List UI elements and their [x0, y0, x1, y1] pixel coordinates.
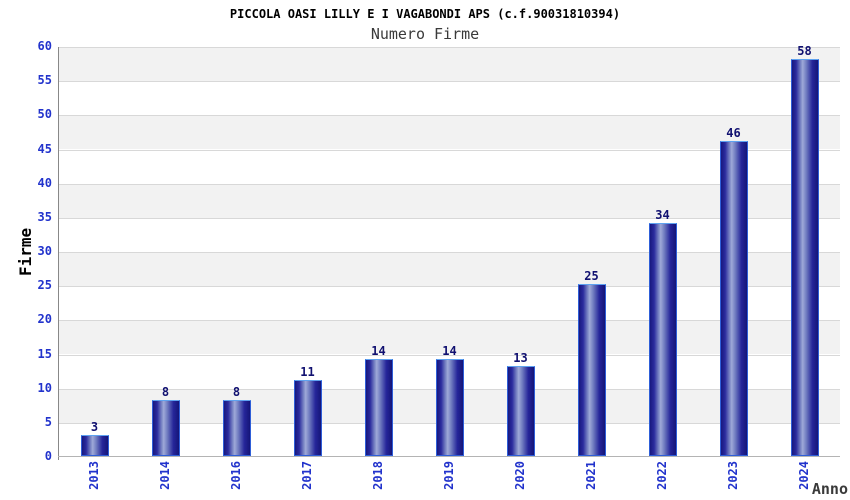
bar-2020 [506, 366, 535, 456]
plot-area: 3 8 8 11 14 14 13 25 34 46 58 [58, 43, 840, 460]
bar-2016 [222, 400, 251, 456]
gridline [59, 81, 840, 83]
bar-2021 [577, 284, 606, 456]
gridline [59, 115, 840, 117]
y-tick-label: 35 [37, 209, 52, 224]
y-tick-label: 30 [37, 244, 52, 258]
bar-value-label: 46 [726, 125, 741, 140]
bar-value-label: 13 [513, 351, 528, 366]
grid-band [59, 286, 840, 321]
bar-2023 [719, 140, 748, 456]
bar-2017 [293, 379, 322, 456]
bar-value-label: 8 [232, 385, 241, 400]
x-tick-label: 2021 [583, 461, 598, 490]
grid-band [59, 47, 840, 82]
gridline [59, 286, 840, 288]
bar-2013 [80, 434, 109, 456]
bar-2024 [790, 58, 819, 456]
grid-band [59, 183, 840, 218]
grid-band [59, 252, 840, 287]
x-tick-label: 2020 [512, 461, 527, 490]
x-tick-label: 2018 [370, 461, 385, 490]
bar-value-label: 14 [442, 344, 457, 359]
y-tick-label: 60 [37, 39, 52, 53]
y-tick-label: 45 [37, 141, 52, 156]
chart-title: PICCOLA OASI LILLY E I VAGABONDI APS (c.… [229, 7, 621, 21]
y-tick-label: 5 [44, 414, 52, 429]
bar-value-label: 25 [584, 269, 599, 284]
x-tick-label: 2014 [157, 461, 172, 490]
x-tick-label: 2022 [654, 461, 669, 490]
bar-2018 [364, 359, 393, 456]
gridline [59, 47, 840, 48]
x-tick-label: 2023 [725, 461, 740, 490]
bar-value-label: 58 [797, 43, 812, 58]
gridline [59, 252, 840, 253]
bar-2022 [648, 222, 677, 456]
y-tick-label: 40 [37, 175, 52, 190]
y-tick-label: 0 [44, 449, 52, 463]
y-tick-label: 20 [37, 312, 52, 327]
x-tick-label: 2024 [796, 461, 811, 490]
bar-value-label: 3 [90, 419, 99, 434]
bar-value-label: 8 [161, 385, 170, 400]
grid-band [59, 217, 840, 252]
grid-band [59, 149, 840, 184]
bar-2019 [435, 359, 464, 456]
y-tick-label: 55 [37, 73, 52, 88]
grid-band [59, 115, 840, 150]
bar-2014 [151, 400, 180, 456]
x-tick-label: 2013 [86, 461, 101, 490]
y-tick-label: 10 [37, 380, 52, 395]
x-tick-label: 2016 [228, 461, 243, 490]
gridline [59, 320, 840, 322]
gridline [59, 217, 840, 219]
gridline [59, 354, 840, 356]
x-tick-label: 2019 [441, 461, 456, 490]
grid-band [59, 81, 840, 116]
y-tick-label: 15 [37, 346, 52, 361]
y-tick-label: 50 [37, 107, 52, 122]
chart-subtitle: Numero Firme [370, 25, 480, 43]
y-axis-line [58, 47, 59, 460]
x-axis-title: Anno [811, 480, 848, 498]
bar-value-label: 34 [655, 207, 670, 222]
bar-value-label: 11 [300, 364, 315, 379]
gridline [59, 149, 840, 151]
gridline [59, 183, 840, 185]
y-tick-label: 25 [37, 278, 52, 293]
x-axis-line [58, 456, 840, 457]
bar-value-label: 14 [371, 344, 386, 359]
x-tick-label: 2017 [299, 461, 314, 490]
grid-band [59, 320, 840, 355]
